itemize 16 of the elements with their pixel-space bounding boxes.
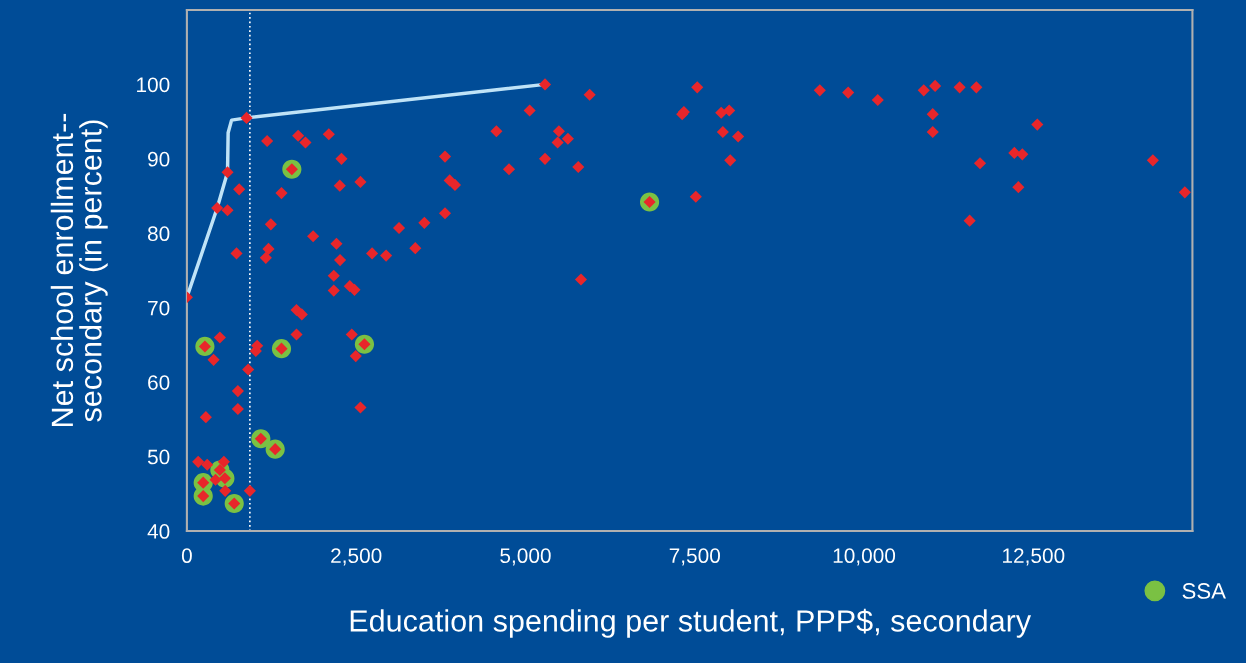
x-tick-label: 0 bbox=[181, 548, 192, 564]
y-tick-label: 80 bbox=[147, 226, 170, 242]
y-tick-label: 50 bbox=[147, 449, 170, 465]
y-tick-label: 40 bbox=[147, 524, 170, 539]
y-axis-title: Net school enrollment-- secondary (in percent) bbox=[50, 113, 108, 426]
y-tick-label: 60 bbox=[148, 375, 170, 390]
x-tick-label: 7,500 bbox=[669, 548, 720, 566]
x-tick-label: 10,000 bbox=[833, 548, 896, 566]
x-tick-label: 5,000 bbox=[500, 548, 551, 566]
x-tick-label: 12,500 bbox=[1003, 548, 1065, 566]
y-tick-label: 90 bbox=[148, 151, 170, 167]
y-tick-label: 100 bbox=[137, 77, 170, 93]
x-axis-title: Education spending per student, PPP$, secondary bbox=[350, 608, 1032, 638]
x-tick-label: 2,500 bbox=[331, 548, 382, 566]
legend-label: SSA bbox=[1182, 583, 1226, 599]
y-tick-label: 70 bbox=[148, 300, 170, 316]
